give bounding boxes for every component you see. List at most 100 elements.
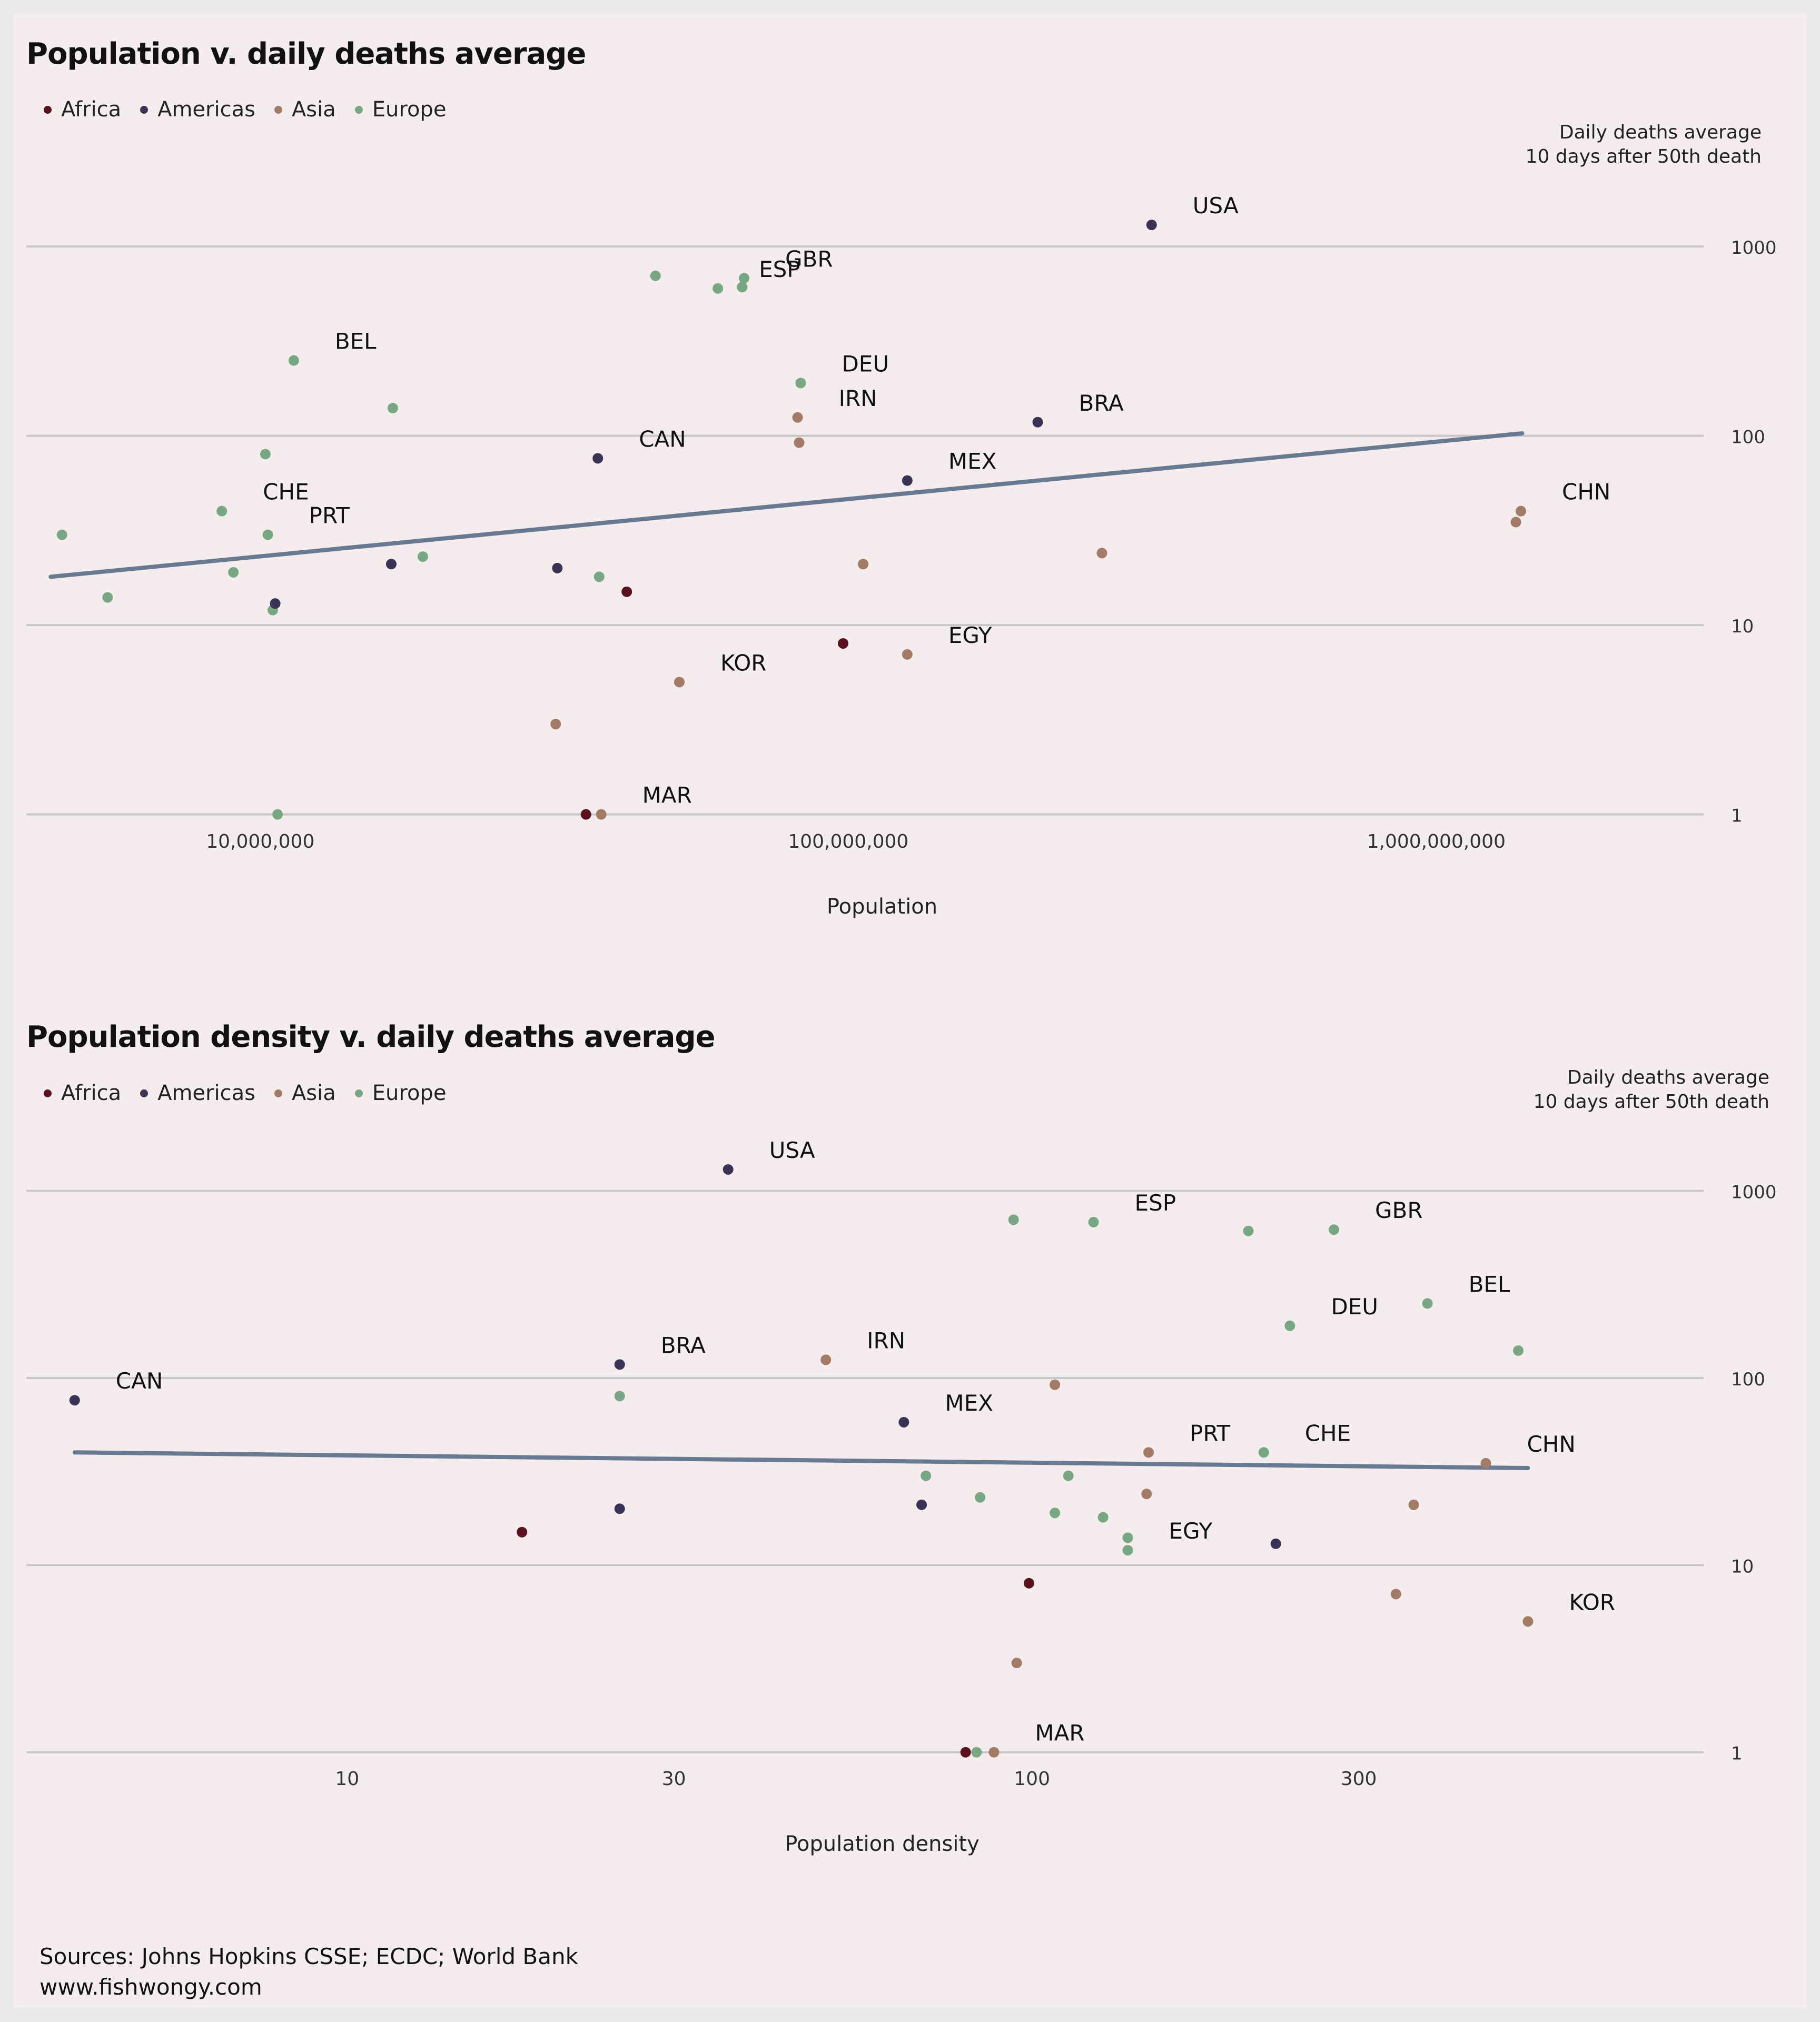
data-point bbox=[102, 592, 113, 603]
data-point bbox=[1243, 1225, 1254, 1236]
y-axis-title: 10 days after 50th death bbox=[1526, 146, 1762, 167]
data-point bbox=[260, 449, 271, 460]
point-label: PRT bbox=[309, 503, 350, 529]
data-point bbox=[674, 677, 685, 688]
legend-item-asia: Asia bbox=[274, 1081, 336, 1105]
x-tick-label: 1,000,000,000 bbox=[1367, 831, 1506, 853]
legend-item-africa: Africa bbox=[44, 97, 121, 122]
website-text: www.fishwongy.com bbox=[39, 1974, 262, 2000]
point-label: MAR bbox=[1035, 1720, 1084, 1746]
data-point bbox=[1097, 1512, 1109, 1523]
data-point bbox=[902, 649, 913, 660]
legend-item-africa: Africa bbox=[44, 1081, 121, 1105]
legend-item-americas: Americas bbox=[140, 1081, 255, 1105]
data-point bbox=[1096, 548, 1107, 559]
legend-label-asia: Asia bbox=[291, 97, 336, 122]
point-label: ESP bbox=[759, 256, 800, 282]
legend-label-europe: Europe bbox=[372, 97, 447, 122]
data-point bbox=[1011, 1658, 1022, 1669]
y-axis-title: Daily deaths average bbox=[1559, 122, 1762, 143]
chart2-title: Population density v. daily deaths avera… bbox=[26, 1020, 716, 1054]
data-point bbox=[1008, 1214, 1019, 1225]
data-point bbox=[838, 638, 849, 649]
trend-line bbox=[48, 431, 1525, 579]
point-label: USA bbox=[769, 1137, 815, 1163]
chart1-title: Population v. daily deaths average bbox=[26, 37, 586, 71]
legend-label-africa: Africa bbox=[61, 1081, 122, 1105]
point-label: BRA bbox=[661, 1332, 706, 1358]
data-point bbox=[975, 1492, 986, 1503]
point-label: EGY bbox=[948, 622, 992, 648]
data-point bbox=[916, 1499, 927, 1510]
data-point bbox=[794, 437, 805, 448]
data-point bbox=[1510, 517, 1521, 528]
data-point bbox=[1146, 220, 1157, 231]
chart2-legend: Africa Americas Asia Europe bbox=[44, 1081, 465, 1105]
data-point bbox=[1258, 1447, 1269, 1458]
legend-swatch-europe bbox=[354, 1089, 363, 1097]
legend-item-asia: Asia bbox=[274, 97, 336, 122]
data-point bbox=[1122, 1532, 1133, 1543]
data-point bbox=[1390, 1589, 1401, 1600]
legend-item-europe: Europe bbox=[354, 1081, 447, 1105]
data-point bbox=[228, 567, 239, 578]
legend-swatch-americas bbox=[140, 105, 149, 114]
data-point bbox=[1050, 1508, 1061, 1519]
data-point bbox=[270, 598, 281, 609]
y-tick-label: 100 bbox=[1731, 427, 1765, 448]
chart2-plot: 1 10 100 1000 Daily deaths average 10 days af… bbox=[26, 1067, 1777, 1856]
data-point bbox=[792, 412, 803, 423]
y-tick-label: 1000 bbox=[1731, 237, 1777, 259]
data-point bbox=[737, 282, 748, 293]
x-axis-title: Population density bbox=[785, 1832, 980, 1856]
data-point bbox=[1063, 1470, 1074, 1481]
point-label: ESP bbox=[1135, 1190, 1176, 1216]
point-label: CAN bbox=[639, 426, 686, 452]
point-label: DEU bbox=[842, 351, 889, 376]
point-label: CHE bbox=[1305, 1420, 1351, 1446]
y-axis-title: Daily deaths average bbox=[1567, 1067, 1769, 1088]
data-point bbox=[1422, 1298, 1433, 1309]
legend-swatch-africa bbox=[44, 1089, 52, 1097]
data-point bbox=[552, 562, 563, 573]
y-tick-label: 10 bbox=[1731, 1556, 1754, 1577]
data-point bbox=[614, 1503, 625, 1514]
x-tick-label: 10,000,000 bbox=[206, 831, 314, 853]
data-point bbox=[594, 571, 605, 582]
data-point bbox=[960, 1747, 971, 1758]
chart1-plot: 1 10 100 1000 Daily deaths average 10 days af… bbox=[26, 122, 1777, 919]
point-label: MAR bbox=[642, 782, 692, 808]
legend-swatch-africa bbox=[44, 105, 52, 114]
point-label: MEX bbox=[945, 1390, 993, 1416]
data-point bbox=[614, 1391, 625, 1402]
sources-footer: Sources: Johns Hopkins CSSE; ECDC; World… bbox=[39, 1941, 578, 2003]
point-label: PRT bbox=[1190, 1420, 1230, 1446]
data-point bbox=[550, 719, 561, 730]
data-point bbox=[971, 1747, 982, 1758]
y-tick-label: 10 bbox=[1731, 616, 1754, 637]
trend-line bbox=[72, 1450, 1530, 1470]
data-point bbox=[288, 355, 299, 366]
data-point bbox=[417, 551, 428, 562]
chart1-legend: Africa Americas Asia Europe bbox=[44, 97, 465, 122]
data-point bbox=[898, 1416, 909, 1428]
point-label: KOR bbox=[720, 650, 767, 676]
legend-swatch-europe bbox=[354, 105, 363, 114]
legend-label-asia: Asia bbox=[291, 1081, 336, 1105]
figure-panel: Population v. daily deaths average Afric… bbox=[13, 13, 1807, 2009]
y-tick-label: 1000 bbox=[1731, 1182, 1777, 1203]
data-point bbox=[1522, 1616, 1534, 1627]
data-point bbox=[387, 403, 398, 414]
point-label: DEU bbox=[1331, 1294, 1378, 1320]
point-label: BRA bbox=[1079, 390, 1124, 416]
x-tick-label: 300 bbox=[1341, 1768, 1377, 1790]
legend-swatch-asia bbox=[274, 105, 282, 114]
point-label: GBR bbox=[1375, 1197, 1423, 1223]
legend-label-europe: Europe bbox=[372, 1081, 447, 1105]
point-label: CHN bbox=[1562, 479, 1610, 505]
legend-item-americas: Americas bbox=[140, 97, 255, 122]
legend-label-americas: Americas bbox=[157, 97, 255, 122]
data-point bbox=[723, 1164, 734, 1175]
data-point bbox=[1516, 506, 1527, 517]
